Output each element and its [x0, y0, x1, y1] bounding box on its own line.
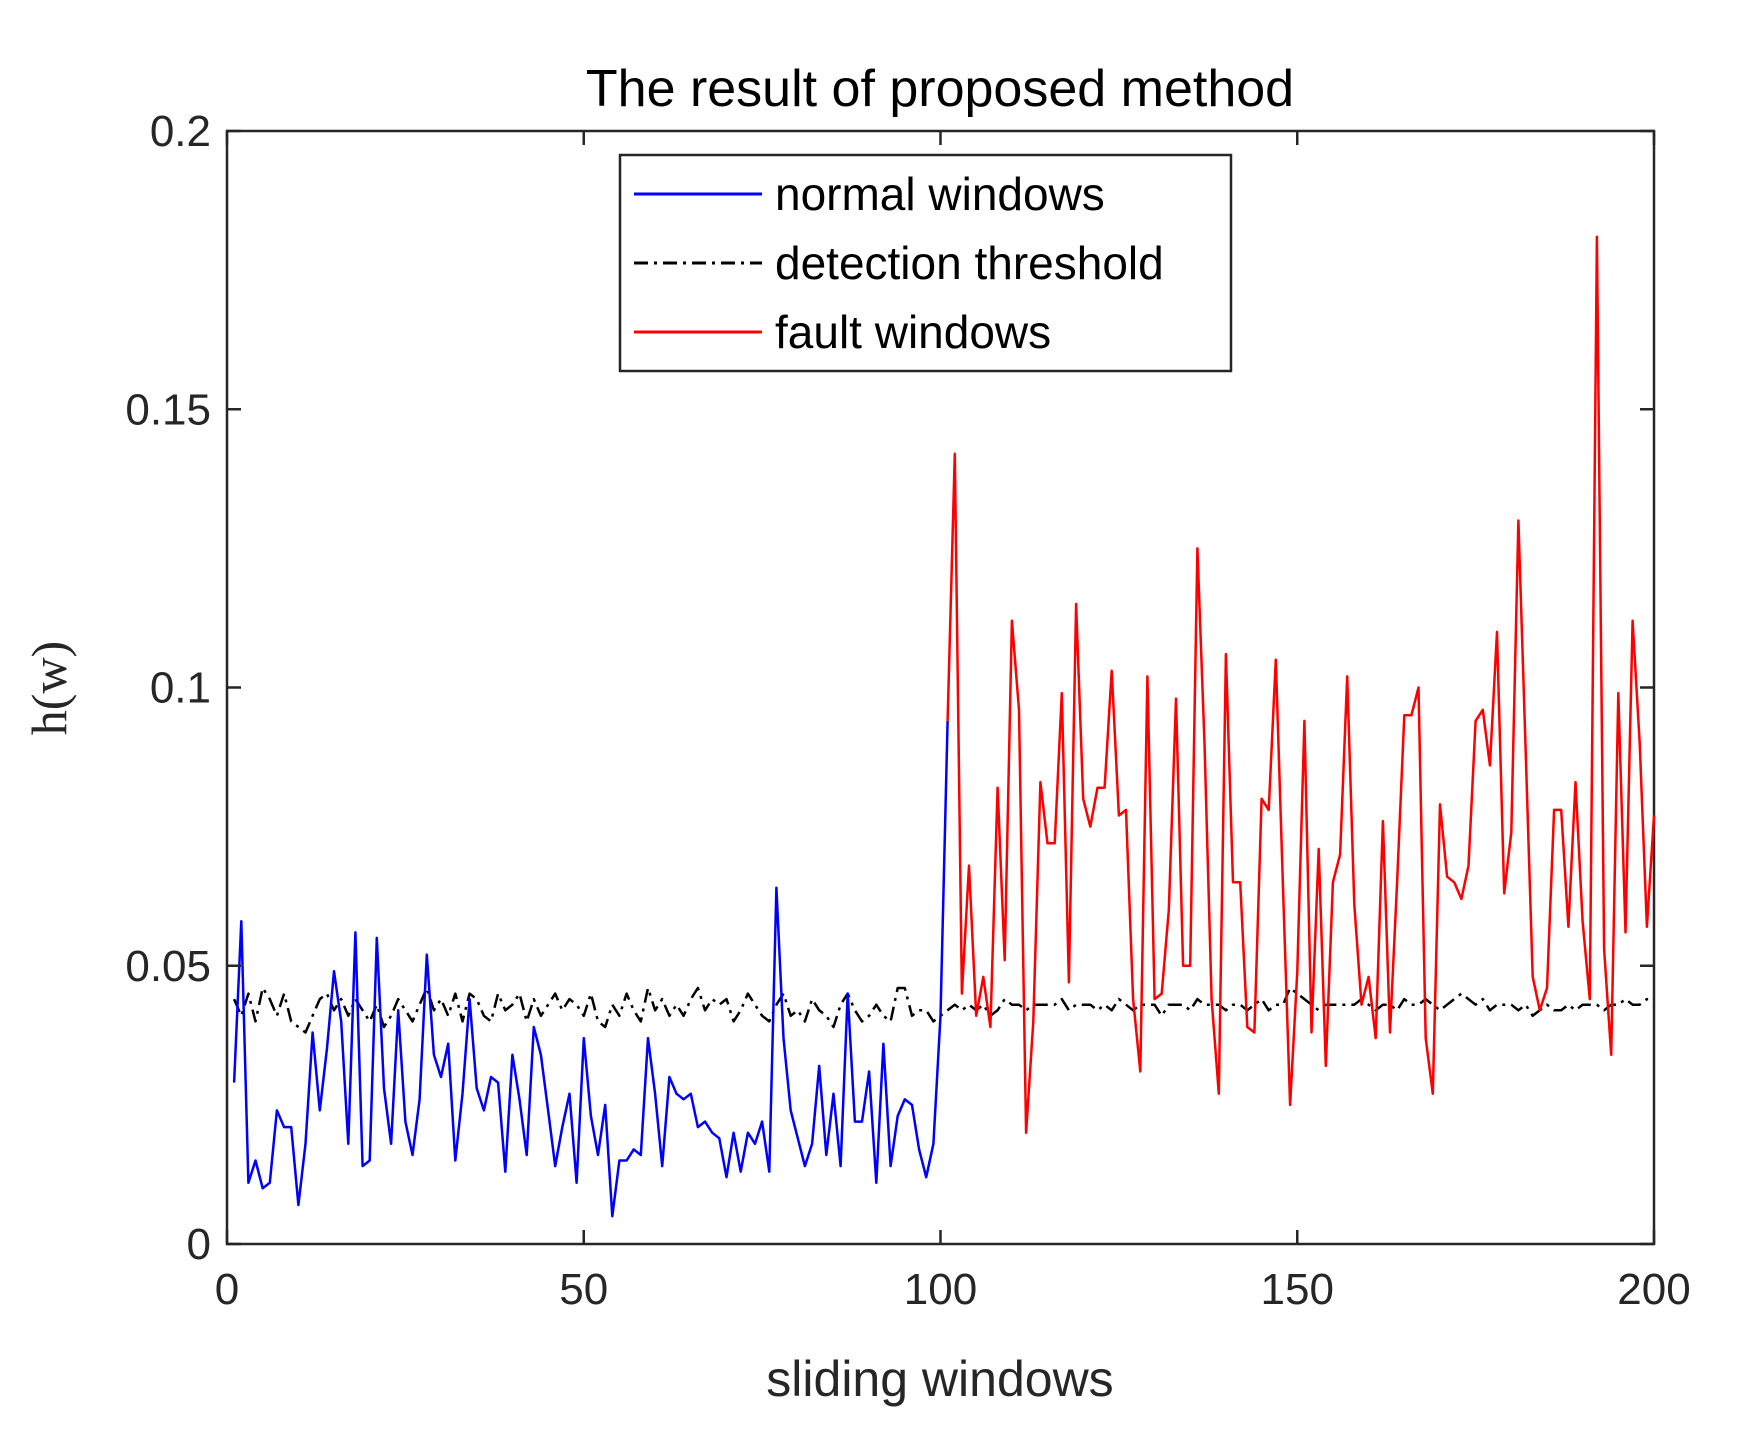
- x-tick-label: 150: [1261, 1265, 1334, 1314]
- legend-label-normal-windows: normal windows: [775, 168, 1105, 220]
- x-tick-label: 200: [1617, 1265, 1690, 1314]
- legend: normal windows detection threshold fault…: [618, 153, 1233, 373]
- series-line-detection-threshold: [232, 986, 1654, 1034]
- series-line-fault-windows: [946, 235, 1656, 1134]
- y-tick-label: 0: [187, 1220, 211, 1269]
- axis-ticks: 0 50 100 150 200 0 0.05 0.1 0.15 0.2: [125, 107, 1690, 1314]
- x-tick-label: 100: [904, 1265, 977, 1314]
- x-tick-label: 50: [559, 1265, 608, 1314]
- chart-title: The result of proposed method: [586, 60, 1294, 118]
- series-group: [232, 235, 1656, 1218]
- legend-label-fault-windows: fault windows: [775, 306, 1051, 358]
- y-tick-label: 0.05: [125, 942, 211, 991]
- y-axis-label: h(w): [21, 641, 77, 735]
- series-line-normal-windows: [232, 720, 949, 1218]
- y-tick-label: 0.15: [125, 385, 211, 434]
- x-tick-label: 0: [215, 1265, 239, 1314]
- legend-label-detection-threshold: detection threshold: [775, 237, 1164, 289]
- y-tick-label: 0.2: [150, 107, 211, 156]
- y-tick-label: 0.1: [150, 664, 211, 713]
- x-axis-label: sliding windows: [766, 1351, 1113, 1407]
